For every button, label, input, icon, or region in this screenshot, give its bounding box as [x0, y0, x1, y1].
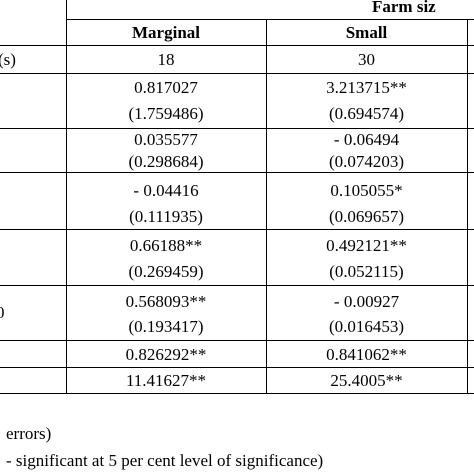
table-cell: 0.492121** — [326, 236, 407, 255]
table-cell: (0.193417) — [128, 317, 204, 336]
table-cell: 0.826292** — [125, 345, 207, 364]
rule-row-1 — [0, 128, 474, 129]
rule-col-marginal — [266, 19, 267, 394]
rule-row-4 — [0, 285, 474, 286]
table-cell: 0.568093** — [125, 292, 207, 311]
row-label: (s) — [0, 50, 16, 69]
rule-row-6 — [0, 367, 474, 368]
table-cell: (1.759486) — [128, 104, 204, 123]
table-cell: (0.111935) — [129, 207, 203, 226]
rule-row-2 — [0, 172, 474, 173]
table-cell: (0.269459) — [128, 262, 204, 281]
rule-top-group — [66, 19, 474, 20]
table-cell: 3.213715** — [326, 78, 407, 97]
rule-header — [0, 45, 474, 46]
rule-after-count — [0, 73, 474, 74]
footnote-errors: errors) — [6, 424, 52, 443]
table-cell: - 0.00927 — [333, 292, 400, 311]
table-cell: (0.016453) — [328, 317, 405, 336]
table-cell: 0.66188** — [129, 236, 203, 255]
table-cell: - 0.04416 — [133, 181, 199, 200]
table-cell: - 0.06494 — [333, 130, 400, 149]
rule-row-3 — [0, 229, 474, 230]
column-header-small: Small — [345, 23, 388, 42]
table-cell: (0.052115) — [329, 262, 404, 281]
table-cell: (0.298684) — [128, 152, 204, 171]
table-cell: (0.069657) — [328, 207, 405, 226]
rule-row-5 — [0, 340, 474, 341]
row-label: 0 — [0, 303, 5, 322]
table-cell: 11.41627** — [125, 371, 207, 390]
table-cell: 25.4005** — [330, 371, 403, 390]
table-cell: (0.074203) — [328, 152, 405, 171]
group-header: Farm siz — [372, 0, 436, 16]
table-cell: 0.817027 — [134, 78, 198, 97]
column-header-marginal: Marginal — [132, 23, 200, 42]
table-cell: 0.105055* — [330, 181, 403, 200]
rule-col-label — [66, 0, 67, 394]
table-cell: 30 — [358, 50, 375, 69]
rule-col-small — [467, 19, 468, 394]
table-cell: 18 — [157, 50, 175, 69]
table-cell: 0.841062** — [326, 345, 407, 364]
table-cell: (0.694574) — [328, 104, 405, 123]
table-cell: 0.035577 — [134, 130, 198, 149]
rule-row-7 — [0, 393, 474, 394]
footnote-significance: - significant at 5 per cent level of sig… — [6, 451, 324, 470]
